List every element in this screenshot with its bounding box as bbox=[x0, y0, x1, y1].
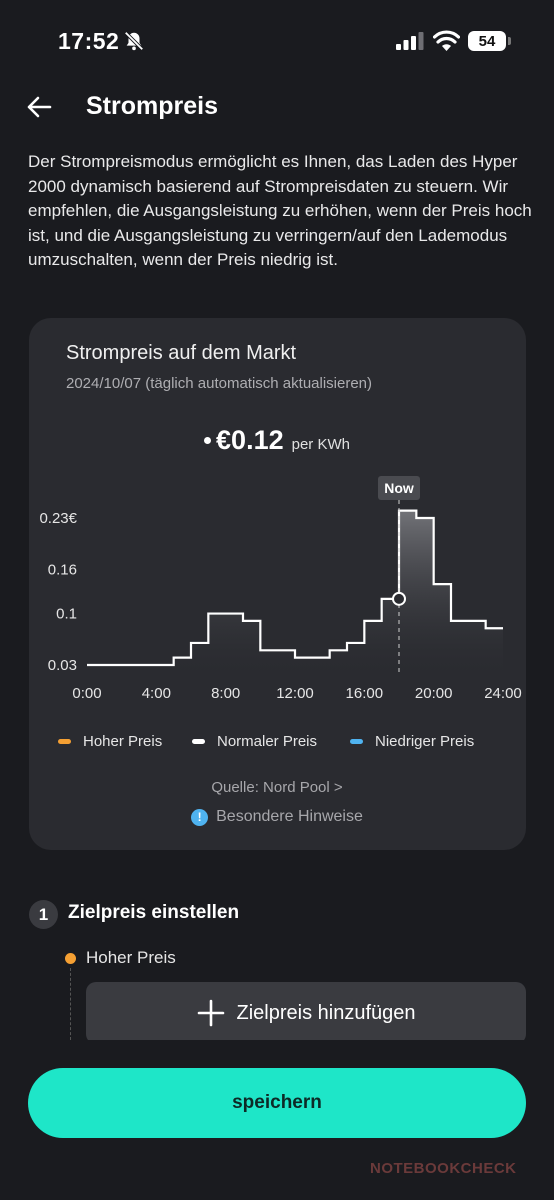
y-tick-label: 0.23€ bbox=[39, 510, 77, 527]
x-tick-label: 4:00 bbox=[142, 685, 171, 702]
price-line bbox=[87, 509, 503, 667]
legend-high-swatch bbox=[58, 739, 71, 744]
current-price: €0.12 per KWh bbox=[0, 425, 554, 456]
high-price-label: Hoher Preis bbox=[86, 948, 176, 967]
watermark-logo: NOTEBOOKCHECK bbox=[370, 1160, 517, 1177]
legend-normal-label: Normaler Preis bbox=[217, 733, 318, 750]
special-notes-label: Besondere Hinweise bbox=[216, 808, 363, 825]
card-title: Strompreis auf dem Markt bbox=[66, 342, 297, 364]
plus-icon bbox=[197, 999, 224, 1027]
source-link[interactable]: Quelle: Nord Pool > bbox=[211, 779, 343, 796]
y-tick-label: 0.1 bbox=[56, 606, 77, 623]
y-tick-label: 0.16 bbox=[48, 561, 77, 578]
x-tick-label: 20:00 bbox=[415, 685, 453, 702]
add-target-price-label: Zielpreis hinzufügen bbox=[236, 1001, 416, 1024]
step-title: Zielpreis einstellen bbox=[68, 902, 240, 923]
now-marker bbox=[392, 591, 406, 606]
card-date: 2024/10/07 (täglich automatisch aktualis… bbox=[66, 375, 373, 392]
battery-tip bbox=[508, 37, 511, 45]
step-connector bbox=[70, 968, 71, 1040]
x-tick-label: 0:00 bbox=[72, 685, 101, 702]
legend-low-label: Niedriger Preis bbox=[375, 733, 475, 750]
x-tick-label: 12:00 bbox=[276, 685, 314, 702]
current-price-unit: per KWh bbox=[291, 436, 350, 453]
save-button[interactable]: speichern bbox=[28, 1068, 526, 1138]
legend-normal: Normaler Preis bbox=[192, 733, 317, 750]
legend-normal-swatch bbox=[192, 739, 205, 744]
legend-low: Niedriger Preis bbox=[350, 733, 474, 750]
x-tick-label: 16:00 bbox=[346, 685, 384, 702]
now-label-bg bbox=[378, 476, 420, 500]
now-label: Now bbox=[384, 480, 414, 496]
mode-description: Der Strompreismodus ermöglicht es Ihnen,… bbox=[28, 152, 532, 269]
info-icon: ! bbox=[191, 808, 209, 826]
legend-low-swatch bbox=[350, 739, 363, 744]
price-chart: 0.23€ 0.16 0.1 0.03 0:00 4:00 8:00 12:00 16:00 2… bbox=[39, 476, 522, 702]
page-title: Strompreis bbox=[86, 92, 218, 120]
wifi-icon bbox=[433, 30, 460, 51]
step-number: 1 bbox=[29, 900, 58, 929]
arrow-left-icon[interactable] bbox=[26, 95, 52, 119]
signal-icon bbox=[396, 32, 424, 50]
x-tick-label: 8:00 bbox=[211, 685, 240, 702]
high-price-dot bbox=[65, 953, 76, 964]
special-notes-link[interactable]: ! Besondere Hinweise bbox=[0, 808, 554, 826]
legend-high: Hoher Preis bbox=[58, 733, 162, 750]
add-target-price-button[interactable]: Zielpreis hinzufügen bbox=[86, 982, 526, 1044]
battery-icon: 54 bbox=[468, 31, 506, 51]
current-price-value: €0.12 bbox=[216, 425, 284, 455]
bell-off-icon bbox=[124, 31, 144, 51]
price-bullet bbox=[204, 437, 212, 445]
y-tick-label: 0.03 bbox=[48, 657, 77, 674]
status-time: 17:52 bbox=[58, 28, 120, 54]
legend-high-label: Hoher Preis bbox=[83, 733, 163, 750]
x-tick-label: 24:00 bbox=[484, 685, 522, 702]
